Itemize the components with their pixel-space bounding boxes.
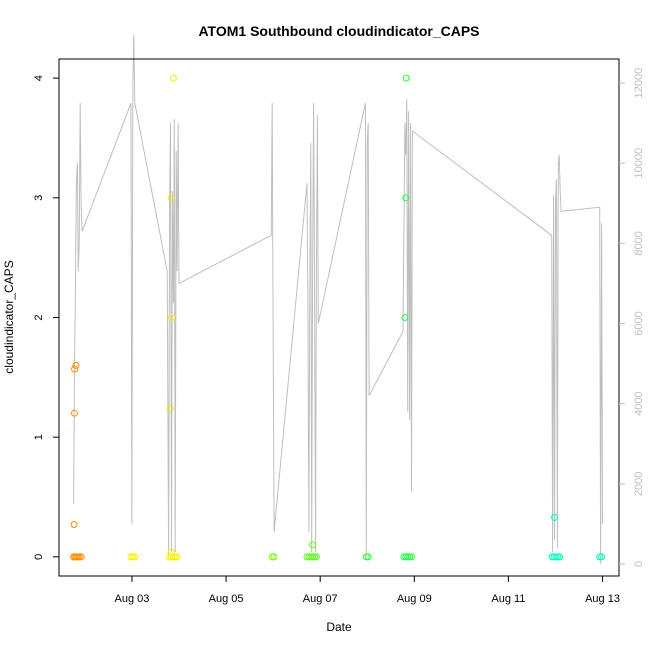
y2-tick-label: 10000: [633, 148, 645, 179]
data-point: [364, 553, 372, 561]
data-point: [173, 553, 181, 561]
data-point: [554, 553, 562, 561]
data-point: [551, 513, 558, 521]
x-tick-label: Aug 11: [491, 593, 525, 605]
data-point: [77, 553, 85, 561]
data-point: [552, 553, 560, 561]
y-tick-label: 2: [33, 314, 45, 320]
data-point: [129, 553, 137, 561]
data-point: [270, 553, 278, 561]
y2-tick-label: 0: [633, 561, 645, 567]
y2-tick-label: 2000: [633, 472, 645, 496]
x-tick-label: Aug 03: [115, 593, 150, 605]
y-axis-label: cloudindicator_CAPS: [2, 260, 16, 373]
data-point: [556, 553, 564, 561]
y2-tick-label: 6000: [633, 311, 645, 335]
data-point: [167, 194, 175, 202]
data-point: [75, 553, 83, 561]
data-point: [309, 553, 317, 561]
x-tick-label: Aug 13: [585, 593, 620, 605]
y-tick-label: 1: [33, 434, 45, 440]
data-point: [72, 361, 80, 369]
data-point: [312, 553, 320, 561]
y2-tick-label: 8000: [633, 231, 645, 255]
data-point: [169, 74, 177, 82]
points-layer: [70, 74, 606, 561]
y-axis-right: 0 2000 4000 6000 8000 10000 12000: [619, 68, 645, 567]
data-point: [311, 553, 318, 561]
data-point: [71, 409, 78, 417]
x-tick-label: Aug 07: [303, 593, 338, 605]
data-point: [408, 553, 415, 561]
data-point: [168, 314, 175, 321]
data-point: [401, 314, 409, 321]
data-point: [131, 553, 139, 561]
data-point: [402, 74, 410, 82]
data-point: [598, 553, 606, 561]
data-point: [70, 521, 78, 528]
y-axis-left: 0 1 2 3 4: [33, 75, 59, 560]
data-point: [166, 405, 174, 412]
data-point: [404, 553, 412, 561]
chart-title: ATOM1 Southbound cloudindicator_CAPS: [198, 23, 479, 39]
x-axis: Aug 03 Aug 05 Aug 07 Aug 09 Aug 11 Aug 13: [115, 576, 620, 605]
y-tick-label: 3: [33, 195, 45, 201]
x-tick-label: Aug 09: [397, 593, 432, 605]
data-point: [268, 553, 276, 561]
y-tick-label: 0: [33, 554, 45, 560]
data-point: [406, 553, 414, 561]
y-tick-label: 4: [33, 75, 45, 81]
y2-tick-label: 12000: [633, 68, 645, 99]
data-point: [171, 553, 179, 561]
x-tick-label: Aug 05: [209, 593, 244, 605]
data-point: [596, 553, 604, 561]
data-point: [402, 194, 410, 202]
data-point: [71, 365, 78, 373]
data-point: [127, 553, 135, 561]
x-axis-label: Date: [326, 620, 352, 634]
data-point: [362, 553, 370, 561]
y2-tick-label: 4000: [633, 391, 645, 415]
data-point: [167, 548, 175, 556]
data-point: [309, 541, 317, 549]
